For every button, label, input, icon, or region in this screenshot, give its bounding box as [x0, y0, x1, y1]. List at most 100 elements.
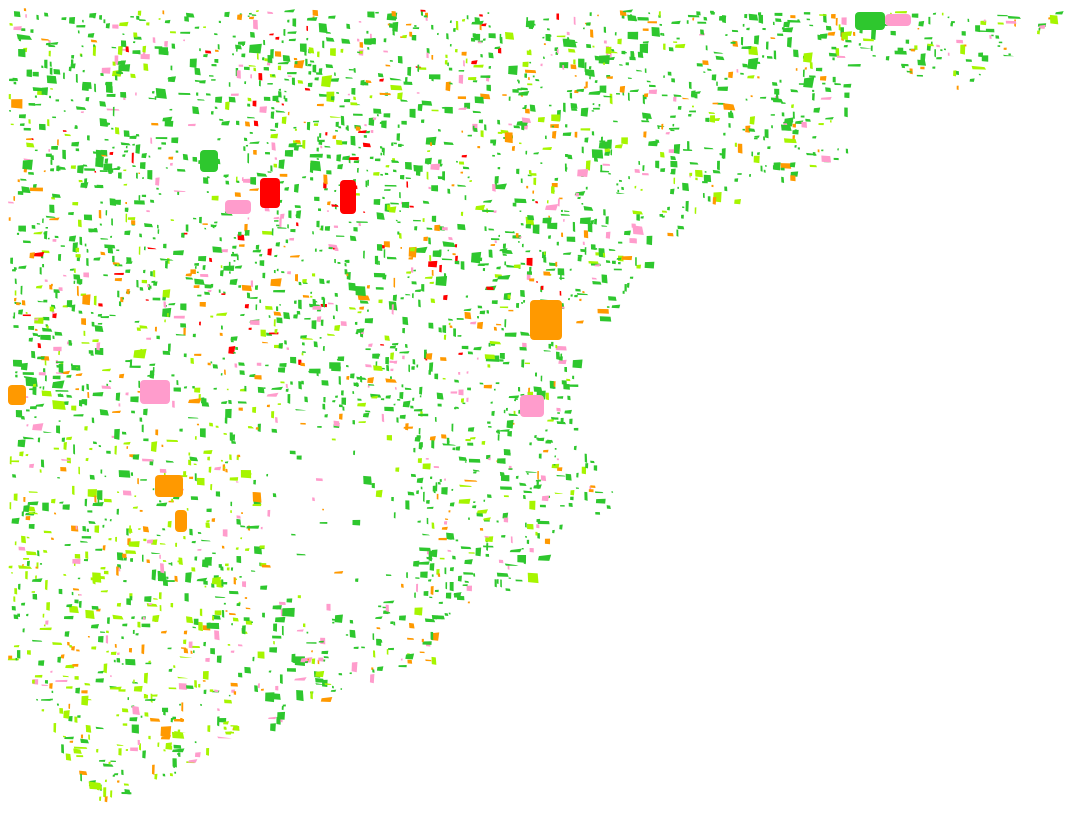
parcel-green [427, 579, 432, 582]
parcel-lime [529, 500, 536, 510]
parcel-green [131, 410, 136, 414]
parcel-green [61, 744, 65, 754]
parcel-lime [270, 133, 279, 139]
parcel-green [192, 626, 197, 629]
parcel-green [194, 266, 197, 269]
parcel-orange [228, 612, 236, 616]
parcel-green [42, 316, 50, 321]
parcel-pink [444, 478, 446, 481]
parcel-green [221, 581, 228, 585]
parcel-orange [219, 332, 223, 336]
parcel-lime [398, 232, 402, 239]
parcel-green [363, 250, 365, 259]
parcel-green [576, 472, 579, 478]
parcel-green [385, 395, 392, 399]
parcel-orange [557, 467, 563, 472]
parcel-green [624, 283, 627, 292]
parcel-green [616, 183, 619, 186]
parcel-green [111, 46, 117, 49]
parcel-lime [749, 116, 756, 125]
parcel-green [106, 122, 111, 125]
parcel-pink [122, 490, 132, 496]
parcel-green [109, 380, 112, 383]
parcel-green [569, 268, 572, 271]
parcel-green [210, 648, 215, 655]
parcel-green [114, 773, 119, 776]
parcel-green [88, 228, 98, 233]
parcel-green [728, 123, 731, 128]
parcel-orange [790, 15, 796, 19]
parcel-green [595, 512, 601, 515]
parcel-green [50, 168, 55, 172]
parcel-green [135, 633, 139, 636]
parcel-pink [885, 14, 911, 26]
parcel-green [93, 257, 101, 261]
parcel-green [449, 43, 452, 47]
parcel-lime [171, 731, 185, 739]
parcel-green [273, 270, 276, 274]
parcel-green [539, 504, 546, 508]
parcel-lime [132, 506, 139, 509]
parcel-green [204, 227, 207, 230]
parcel-green [305, 58, 308, 67]
parcel-lime [507, 294, 511, 300]
parcel-pink [234, 363, 238, 368]
parcel-green [218, 717, 227, 723]
parcel-green [268, 315, 271, 318]
parcel-green [781, 26, 785, 30]
parcel-pink [520, 395, 544, 417]
parcel-green [430, 476, 433, 480]
parcel-lime [689, 172, 693, 177]
parcel-green [529, 487, 532, 490]
parcel-lime [573, 59, 576, 65]
parcel-green [431, 24, 434, 30]
parcel-orange [162, 10, 165, 15]
parcel-green [448, 318, 454, 321]
parcel-lime [465, 58, 468, 64]
parcel-green [576, 293, 589, 296]
parcel-green [330, 96, 335, 101]
parcel-green [306, 37, 309, 41]
parcel-pink [125, 392, 129, 396]
parcel-lime [28, 491, 38, 493]
parcel-lime [144, 712, 149, 717]
parcel-green [13, 11, 21, 18]
parcel-green [438, 601, 443, 604]
parcel-green [340, 688, 343, 690]
parcel-green [742, 23, 745, 27]
parcel-pink [989, 34, 992, 40]
parcel-lime [109, 686, 122, 690]
parcel-lime [167, 313, 169, 318]
parcel-green [114, 199, 121, 205]
parcel-lime [202, 670, 209, 680]
parcel-green [405, 500, 410, 510]
parcel-pink [140, 380, 170, 404]
parcel-pink [137, 739, 141, 746]
parcel-green [488, 425, 492, 428]
parcel-orange [249, 188, 260, 191]
parcel-green [306, 631, 309, 634]
parcel-lime [116, 602, 122, 607]
parcel-pink [582, 241, 585, 246]
parcel-lime [235, 547, 239, 550]
parcel-lime [205, 522, 210, 529]
parcel-green [415, 577, 420, 579]
parcel-pink [566, 31, 570, 36]
parcel-pink [279, 213, 285, 219]
parcel-green [637, 51, 644, 59]
parcel-green [655, 139, 660, 143]
parcel-green [514, 198, 527, 204]
parcel-lime [513, 264, 521, 269]
parcel-pink [13, 26, 22, 31]
parcel-green [447, 249, 450, 252]
parcel-lime [695, 169, 703, 178]
parcel-green [464, 195, 467, 201]
parcel-pink [326, 603, 331, 611]
parcel-lime [207, 456, 210, 461]
parcel-green [318, 23, 328, 34]
parcel-green [296, 689, 304, 702]
parcel-green [330, 689, 337, 692]
parcel-green [316, 147, 319, 152]
parcel-green [28, 523, 35, 530]
